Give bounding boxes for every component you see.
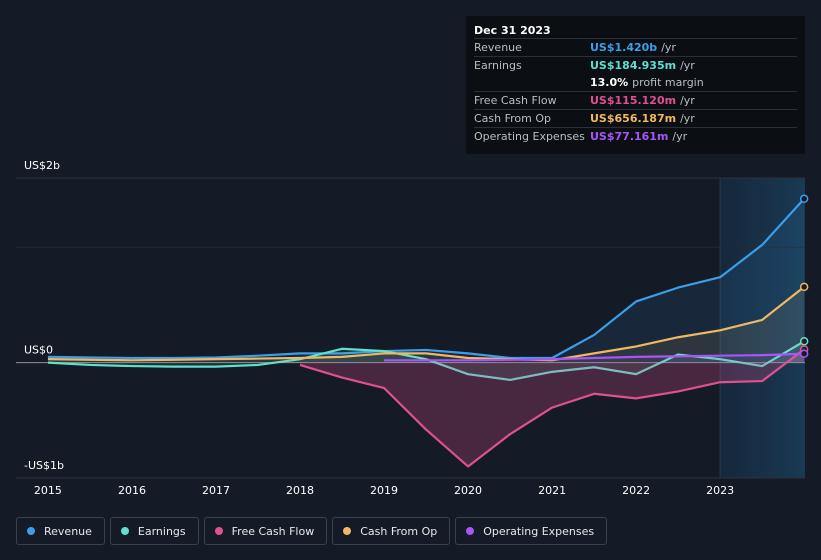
legend-dot xyxy=(466,527,475,535)
tooltip-unit: /yr xyxy=(672,130,688,143)
legend-dot xyxy=(343,527,352,535)
tooltip-value: US$1.420b xyxy=(590,41,658,54)
y-tick-label: US$0 xyxy=(24,344,53,357)
legend-dot xyxy=(27,527,35,535)
tooltip-unit: profit margin xyxy=(632,76,704,89)
tooltip-value: US$184.935m xyxy=(590,59,677,72)
legend-label: Free Cash Flow xyxy=(231,524,315,538)
legend: Revenue Earnings Free Cash Flow Cash From O… xyxy=(16,517,608,545)
legend-button[interactable]: Free Cash Flow xyxy=(203,517,328,545)
x-tick-label: 2021 xyxy=(538,484,566,497)
x-tick-label: 2015 xyxy=(34,484,62,497)
x-tick-label: 2018 xyxy=(286,484,314,497)
y-tick-label: -US$1b xyxy=(24,459,64,472)
legend-dot xyxy=(120,527,129,535)
legend-label: Earnings xyxy=(137,524,186,538)
tooltip-unit: /yr xyxy=(680,112,695,125)
series-line xyxy=(299,348,805,468)
tooltip: Dec 31 2023 Revenue US$1.420b/yr Earnings U… xyxy=(466,16,805,154)
series-area xyxy=(300,349,805,467)
series-line xyxy=(47,286,805,362)
x-tick-label: 2019 xyxy=(370,484,398,497)
highlight-band xyxy=(720,178,805,478)
x-tick-label: 2020 xyxy=(454,484,482,497)
tooltip-label: Operating Expenses xyxy=(474,130,585,143)
legend-dot xyxy=(214,527,223,535)
legend-label: Revenue xyxy=(44,524,92,538)
chart: -US$1b US$0 US$2b 2015 2016 2017 2018 2019 2020 2… xyxy=(16,159,809,497)
series-line xyxy=(47,340,805,382)
end-point xyxy=(799,282,809,292)
tooltip-unit: /yr xyxy=(661,41,676,54)
legend-button[interactable]: Revenue xyxy=(16,517,105,545)
end-point xyxy=(799,349,809,358)
tooltip-date: Dec 31 2023 xyxy=(474,24,551,37)
x-tick-label: 2022 xyxy=(622,484,650,497)
tooltip-row: Earnings US$184.935m/yr xyxy=(474,56,797,74)
x-tick-label: 2017 xyxy=(202,484,230,497)
legend-label: Cash From Op xyxy=(360,524,438,538)
legend-button[interactable]: Operating Expenses xyxy=(455,517,608,545)
legend-label: Operating Expenses xyxy=(483,524,595,538)
tooltip-value: US$115.120m xyxy=(590,94,677,107)
x-tick-label: 2023 xyxy=(706,484,734,497)
tooltip-unit: /yr xyxy=(680,59,695,72)
tooltip-label: Earnings xyxy=(474,59,522,72)
tooltip-row: Cash From Op US$656.187m/yr xyxy=(474,109,797,127)
tooltip-row: Free Cash Flow US$115.120m/yr xyxy=(474,91,797,109)
tooltip-value: US$656.187m xyxy=(590,112,677,125)
tooltip-row: Revenue US$1.420b/yr xyxy=(474,38,797,56)
x-tick-label: 2016 xyxy=(118,484,146,497)
end-point xyxy=(799,194,809,204)
series-line xyxy=(47,198,805,360)
legend-button[interactable]: Cash From Op xyxy=(332,517,451,545)
tooltip-label: Free Cash Flow xyxy=(474,94,557,107)
tooltip-label: Cash From Op xyxy=(474,112,552,125)
series-line xyxy=(384,352,805,362)
tooltip-row: 13.0% profit margin xyxy=(474,74,797,91)
tooltip-row: Operating Expenses US$77.161m/yr xyxy=(474,127,797,145)
tooltip-value: US$77.161m xyxy=(590,130,669,143)
legend-button[interactable]: Earnings xyxy=(109,517,199,545)
end-point xyxy=(799,337,809,346)
y-tick-label: US$2b xyxy=(24,159,60,172)
series-area xyxy=(47,198,805,363)
tooltip-value: 13.0% xyxy=(590,76,629,89)
tooltip-unit: /yr xyxy=(680,94,695,107)
tooltip-label: Revenue xyxy=(474,41,522,54)
